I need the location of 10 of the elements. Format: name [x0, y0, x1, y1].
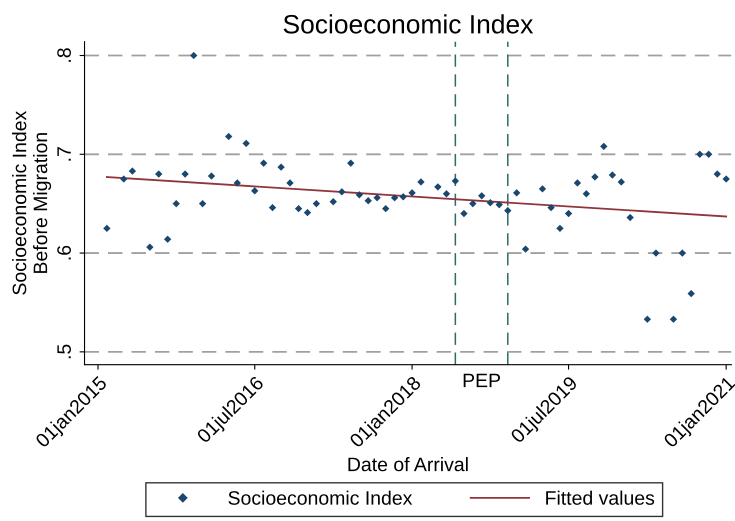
text: PEP: [464, 374, 500, 388]
x-axis-title: Date of Arrival: [348, 457, 468, 472]
y-tick-label: .8: [57, 48, 71, 62]
y-tick-label: .6: [57, 246, 71, 260]
legend-label: Fitted values: [546, 490, 654, 505]
y-tick-label: .7: [57, 147, 71, 161]
legend-label: Socioeconomic Index: [228, 490, 412, 505]
y-tick-label: .5: [57, 344, 71, 358]
y-axis-title: Socioeconomic Index Before Migration: [12, 110, 52, 295]
chart-title: Socioeconomic Index: [284, 14, 534, 34]
